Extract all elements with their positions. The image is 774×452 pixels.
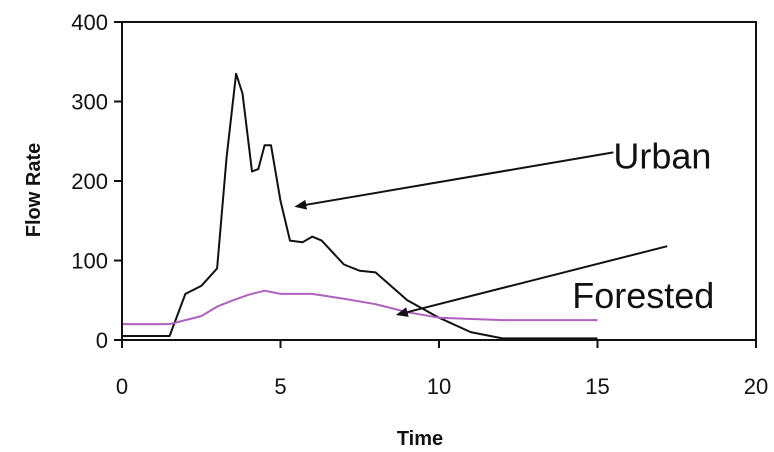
annotation-label-urban: Urban bbox=[613, 135, 711, 176]
x-axis-title: Time bbox=[397, 428, 443, 450]
x-tick-label: 20 bbox=[744, 374, 768, 399]
y-tick-label: 100 bbox=[71, 249, 108, 274]
plot-area-frame bbox=[121, 21, 757, 341]
annotation-arrow bbox=[395, 245, 668, 317]
y-tick-label: 0 bbox=[96, 328, 108, 353]
y-tick-label: 400 bbox=[71, 10, 108, 35]
x-tick-label: 10 bbox=[427, 374, 451, 399]
x-tick-label: 0 bbox=[116, 374, 128, 399]
series-line-urban bbox=[122, 72, 598, 340]
y-tick-label: 300 bbox=[71, 90, 108, 115]
annotation-label-forested: Forested bbox=[572, 275, 714, 316]
y-tick-label: 200 bbox=[71, 169, 108, 194]
series-line-forested bbox=[122, 289, 598, 326]
y-axis-title: Flow Rate bbox=[23, 143, 45, 237]
x-tick-label: 15 bbox=[585, 374, 609, 399]
annotations: Urban Forested bbox=[294, 135, 714, 317]
series-lines bbox=[122, 72, 598, 340]
x-tick-label: 5 bbox=[274, 374, 286, 399]
annotation-arrow bbox=[294, 151, 614, 210]
